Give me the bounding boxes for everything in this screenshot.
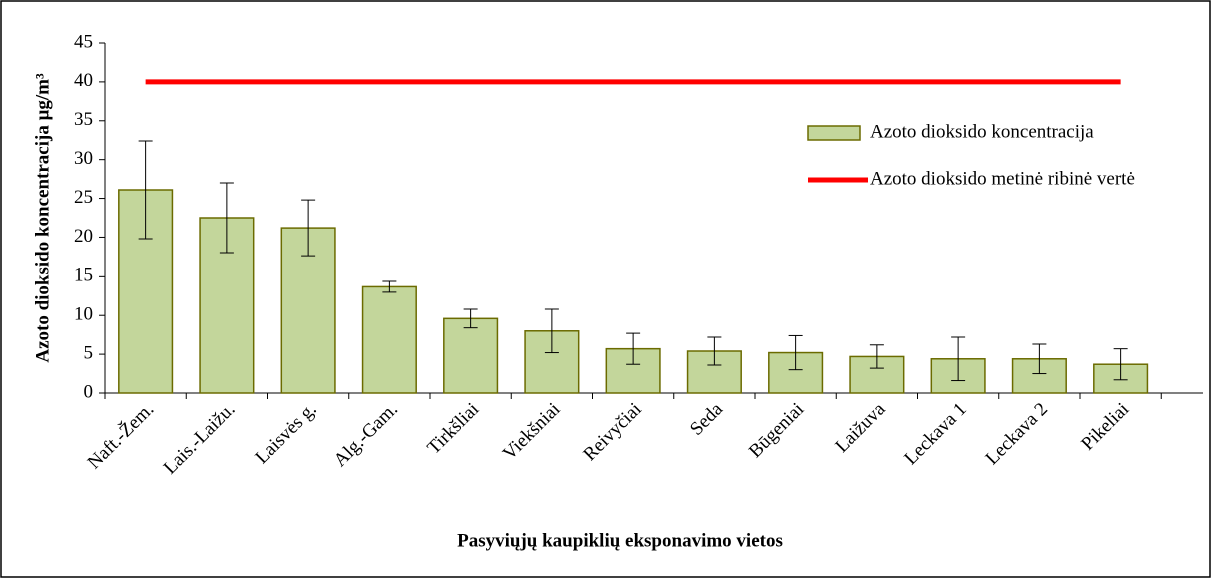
bar: [361, 285, 417, 394]
x-axis-label: Pasyviųjų kaupiklių eksponavimo vietos: [457, 530, 783, 551]
y-tick-label: 15: [74, 265, 93, 286]
y-tick-label: 35: [74, 109, 93, 130]
y-tick-label: 30: [74, 148, 93, 169]
y-axis-label: Azoto dioksido koncentracija μg/m³: [32, 73, 53, 363]
y-tick-label: 40: [74, 70, 93, 91]
y-tick-label: 5: [84, 342, 94, 363]
y-tick-label: 20: [74, 226, 93, 247]
legend-swatch: [807, 125, 861, 141]
y-tick-label: 10: [74, 304, 93, 325]
y-tick-label: 25: [74, 187, 93, 208]
legend-label: Azoto dioksido koncentracija: [870, 121, 1094, 142]
bar: [443, 317, 499, 394]
legend-label: Azoto dioksido metinė ribinė vertė: [870, 168, 1135, 189]
y-tick-label: 0: [84, 381, 94, 402]
y-tick-label: 45: [74, 31, 93, 52]
